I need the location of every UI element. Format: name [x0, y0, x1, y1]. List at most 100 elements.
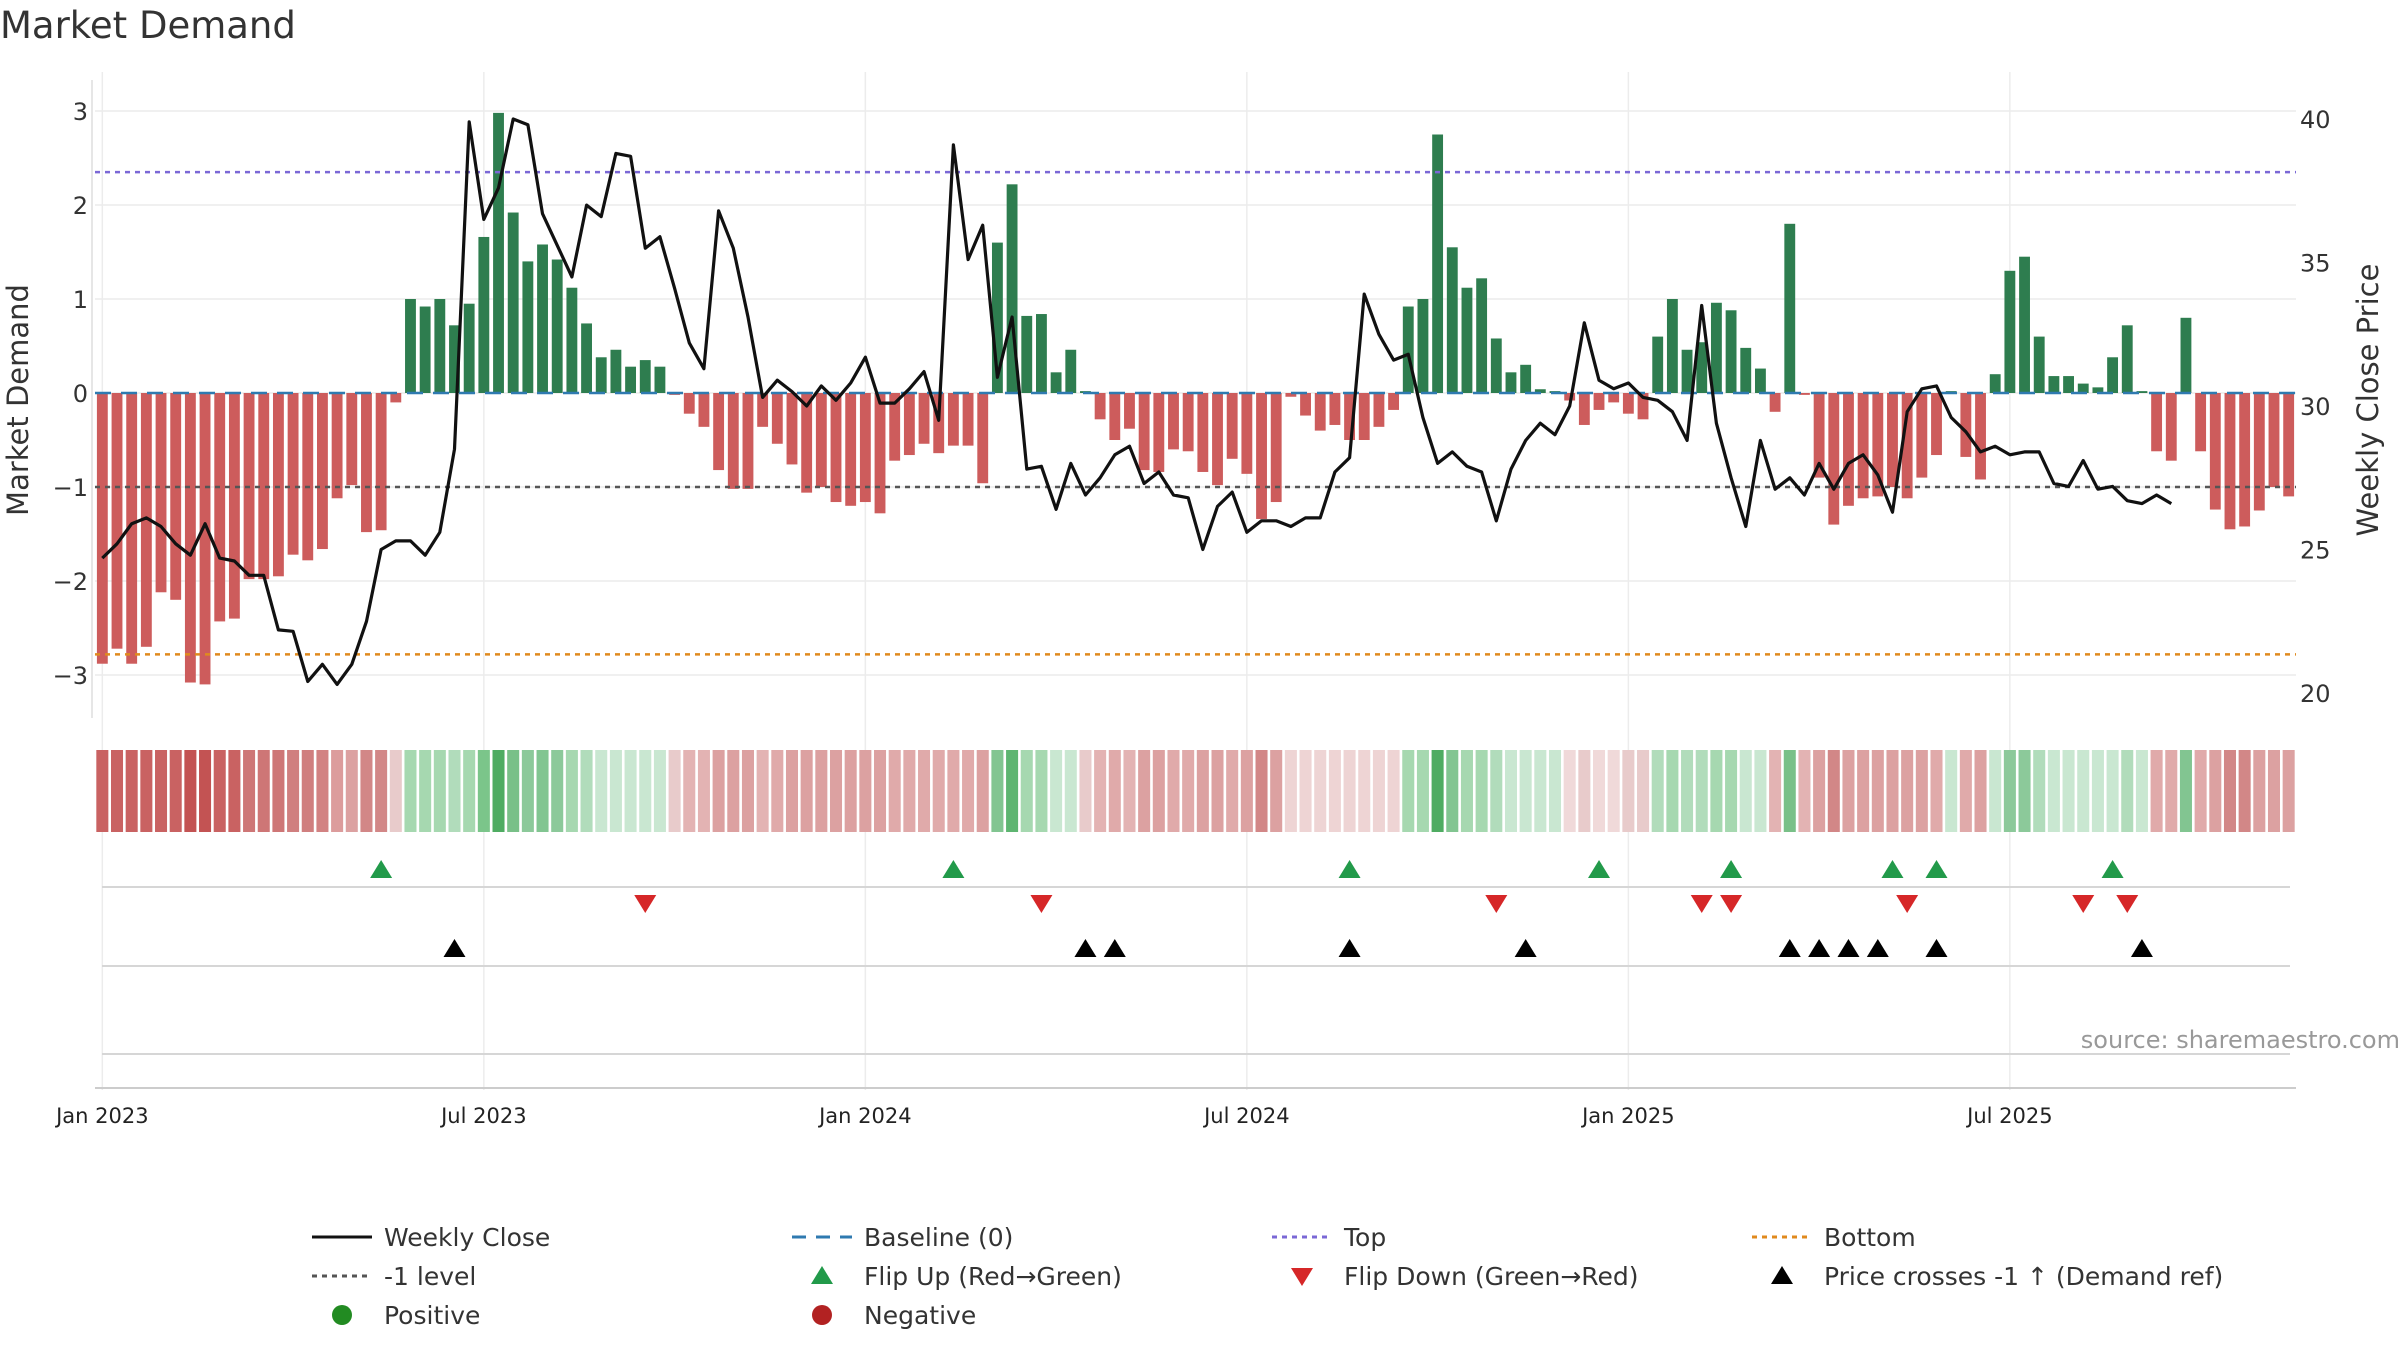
demand-bar-positive — [1432, 134, 1444, 393]
demand-bar-positive — [1446, 247, 1458, 393]
demand-bar-negative — [1622, 393, 1634, 414]
demand-bar-negative — [757, 393, 769, 427]
price-cross-marker — [443, 939, 466, 957]
demand-bar-positive — [551, 259, 563, 393]
heat-cell — [976, 750, 989, 832]
demand-bar-negative — [272, 393, 284, 577]
heat-cell — [2135, 750, 2148, 832]
demand-bar-negative — [933, 393, 945, 454]
x-tick-label: Jul 2024 — [1202, 1104, 1289, 1128]
demand-bar-negative — [1373, 393, 1385, 427]
demand-bar-negative — [1901, 393, 1913, 499]
demand-bar-positive — [2048, 376, 2060, 393]
heat-cell — [2150, 750, 2163, 832]
heat-cell — [301, 750, 314, 832]
demand-bar-negative — [346, 393, 358, 486]
heat-cell — [389, 750, 402, 832]
demand-bar-negative — [727, 393, 739, 489]
demand-bar-positive — [1710, 302, 1722, 393]
heat-cell — [551, 750, 564, 832]
heat-cell — [125, 750, 138, 832]
heat-cell — [1798, 750, 1811, 832]
demand-bar-negative — [1593, 393, 1605, 410]
heat-cell — [1064, 750, 1077, 832]
heat-cell — [521, 750, 534, 832]
demand-bar-negative — [903, 393, 915, 456]
demand-bar-positive — [1725, 310, 1737, 393]
heat-cell — [1196, 750, 1209, 832]
heat-cell — [1930, 750, 1943, 832]
demand-bar-negative — [331, 393, 343, 499]
heat-cell — [1593, 750, 1606, 832]
demand-bar-negative — [1153, 393, 1165, 472]
demand-bar-positive — [581, 323, 592, 393]
price-cross-marker — [1514, 939, 1537, 957]
heat-cell — [1314, 750, 1327, 832]
demand-bar-positive — [1681, 349, 1693, 393]
flip-down-marker — [634, 895, 657, 913]
heat-cell — [653, 750, 666, 832]
price-cross-marker — [2130, 939, 2153, 957]
y-tick-label: 1 — [73, 286, 88, 314]
heat-cell — [2165, 750, 2178, 832]
heat-cell — [184, 750, 197, 832]
heat-cell — [1681, 750, 1694, 832]
heat-cell — [213, 750, 226, 832]
demand-bar-positive — [1490, 338, 1502, 393]
legend-marker — [332, 1305, 352, 1325]
price-cross-marker — [1866, 939, 1889, 957]
legend-marker — [812, 1305, 832, 1325]
demand-bar-negative — [698, 393, 710, 427]
demand-bar-negative — [1197, 393, 1209, 472]
demand-bar-negative — [1916, 393, 1928, 478]
demand-bar-positive — [566, 287, 578, 393]
demand-bar-positive — [610, 349, 622, 393]
heat-cell — [360, 750, 373, 832]
demand-bar-positive — [2180, 317, 2192, 393]
flip-up-marker — [2101, 860, 2124, 878]
heat-cell — [932, 750, 945, 832]
flip-up-marker — [1925, 860, 1948, 878]
demand-bar-negative — [1358, 393, 1370, 440]
heat-cell — [947, 750, 960, 832]
reference-lines — [95, 170, 2296, 656]
demand-bar-negative — [1241, 393, 1253, 474]
heat-cell — [1255, 750, 1268, 832]
heat-cell — [1813, 750, 1826, 832]
heat-cell — [565, 750, 578, 832]
price-cross-marker — [1338, 939, 1361, 957]
demand-bar-negative — [317, 393, 328, 550]
heat-cell — [859, 750, 872, 832]
y2-tick-label: 25 — [2300, 537, 2331, 565]
heat-cell — [1725, 750, 1738, 832]
heat-cell — [888, 750, 901, 832]
heat-cell — [741, 750, 754, 832]
y-tick-label: 2 — [73, 192, 88, 220]
heat-cell — [1299, 750, 1312, 832]
heat-cell — [1094, 750, 1107, 832]
demand-bar-negative — [1608, 393, 1620, 403]
heat-cell — [609, 750, 622, 832]
weekly-close-line — [101, 117, 2173, 687]
demand-bar-positive — [434, 299, 446, 393]
demand-bar-positive — [1784, 223, 1796, 393]
legend-marker — [1291, 1268, 1313, 1286]
demand-bar-negative — [815, 393, 827, 487]
demand-bar-negative — [1769, 393, 1781, 412]
heat-cell — [1710, 750, 1723, 832]
demand-bar-positive — [1402, 306, 1414, 393]
heat-cell — [419, 750, 432, 832]
demand-bar-negative — [1168, 393, 1179, 450]
demand-bar-negative — [2283, 393, 2295, 497]
heat-cell — [844, 750, 857, 832]
heat-cell — [1637, 750, 1650, 832]
demand-bar-negative — [889, 393, 901, 461]
demand-bar-positive — [493, 112, 504, 393]
demand-bar-negative — [1578, 393, 1590, 425]
demand-bar-positive — [2063, 376, 2074, 393]
demand-bar-negative — [683, 393, 695, 414]
flip-down-marker — [1690, 895, 1713, 913]
heat-cell — [1387, 750, 1400, 832]
heat-cell — [1607, 750, 1620, 832]
heat-cell — [697, 750, 710, 832]
